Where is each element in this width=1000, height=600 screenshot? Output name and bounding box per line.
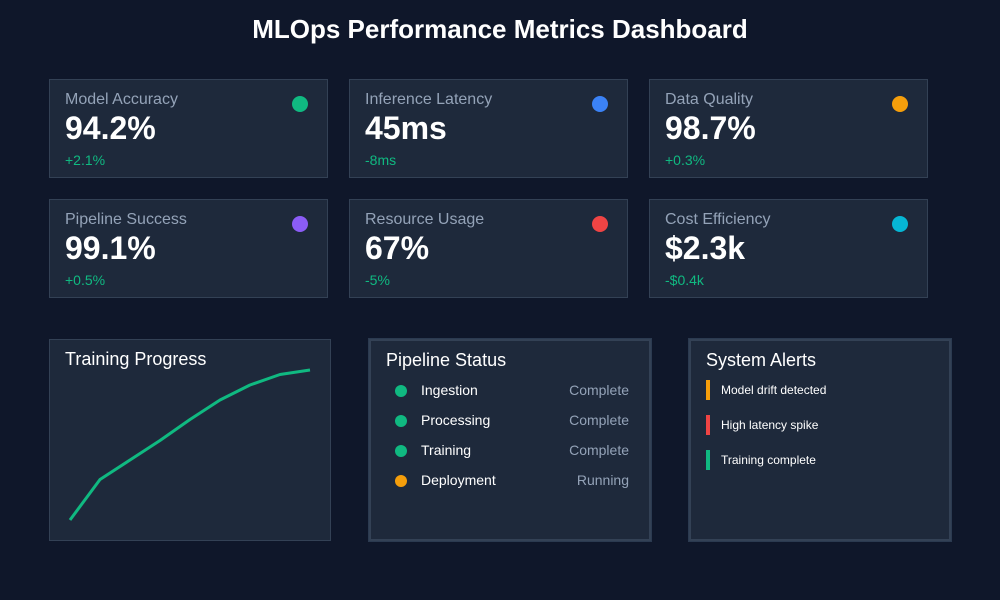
- alert-item: High latency spike: [691, 415, 949, 435]
- dashboard-title: MLOps Performance Metrics Dashboard: [252, 14, 748, 44]
- panel-title: Training Progress: [65, 349, 207, 369]
- training-progress-chart: [68, 368, 311, 521]
- status-dot-icon: [592, 96, 608, 112]
- alert-severity-bar: [706, 415, 710, 435]
- metric-label: Inference Latency: [365, 91, 493, 108]
- metric-label: Data Quality: [665, 91, 754, 108]
- metric-card-inference-latency: Inference Latency 45ms -8ms: [349, 79, 628, 178]
- stage-name: Processing: [421, 412, 491, 428]
- training-progress-panel: Training Progress: [49, 339, 331, 541]
- status-dot-icon: [395, 385, 407, 397]
- alert-item: Model drift detected: [691, 380, 949, 400]
- metric-delta: -$0.4k: [665, 272, 704, 288]
- alert-severity-bar: [706, 450, 710, 470]
- metric-value: $2.3k: [665, 230, 746, 266]
- stage-status: Running: [576, 472, 629, 488]
- pipeline-stage-processing: Processing Complete: [371, 411, 649, 431]
- status-dot-icon: [292, 216, 308, 232]
- alert-text: Model drift detected: [721, 383, 827, 397]
- metric-value: 94.2%: [65, 110, 156, 146]
- metric-card-pipeline-success: Pipeline Success 99.1% +0.5%: [49, 199, 328, 298]
- stage-status: Complete: [569, 382, 629, 398]
- status-dot-icon: [592, 216, 608, 232]
- metric-value: 45ms: [365, 110, 447, 146]
- pipeline-status-panel: Pipeline Status Ingestion Complete Proce…: [369, 339, 651, 541]
- metric-label: Model Accuracy: [65, 91, 178, 108]
- stage-status: Complete: [569, 412, 629, 428]
- pipeline-stage-ingestion: Ingestion Complete: [371, 381, 649, 401]
- metric-delta: -8ms: [365, 152, 397, 168]
- stage-status: Complete: [569, 442, 629, 458]
- training-progress-line: [68, 368, 311, 521]
- status-dot-icon: [395, 445, 407, 457]
- pipeline-stage-deployment: Deployment Running: [371, 471, 649, 491]
- status-dot-icon: [395, 415, 407, 427]
- panel-title: Pipeline Status: [386, 350, 507, 370]
- metric-delta: +0.5%: [65, 272, 106, 288]
- alert-severity-bar: [706, 380, 710, 400]
- status-dot-icon: [892, 96, 908, 112]
- alert-text: High latency spike: [721, 418, 819, 432]
- metric-label: Cost Efficiency: [665, 211, 771, 228]
- stage-name: Ingestion: [421, 382, 478, 398]
- metric-value: 98.7%: [665, 110, 756, 146]
- stage-name: Deployment: [421, 472, 496, 488]
- status-dot-icon: [892, 216, 908, 232]
- system-alerts-panel: System Alerts Model drift detected High …: [689, 339, 951, 541]
- metric-label: Resource Usage: [365, 211, 485, 228]
- metric-card-resource-usage: Resource Usage 67% -5%: [349, 199, 628, 298]
- metric-card-data-quality: Data Quality 98.7% +0.3%: [649, 79, 928, 178]
- panel-title: System Alerts: [706, 350, 817, 370]
- metric-delta: -5%: [365, 272, 390, 288]
- metric-label: Pipeline Success: [65, 211, 187, 228]
- metric-card-model-accuracy: Model Accuracy 94.2% +2.1%: [49, 79, 328, 178]
- alert-item: Training complete: [691, 450, 949, 470]
- metric-value: 67%: [365, 230, 430, 266]
- metric-delta: +2.1%: [65, 152, 106, 168]
- metric-value: 99.1%: [65, 230, 156, 266]
- stage-name: Training: [421, 442, 472, 458]
- metric-card-cost-efficiency: Cost Efficiency $2.3k -$0.4k: [649, 199, 928, 298]
- metric-delta: +0.3%: [665, 152, 706, 168]
- status-dot-icon: [292, 96, 308, 112]
- alert-text: Training complete: [721, 453, 816, 467]
- status-dot-icon: [395, 475, 407, 487]
- pipeline-stage-training: Training Complete: [371, 441, 649, 461]
